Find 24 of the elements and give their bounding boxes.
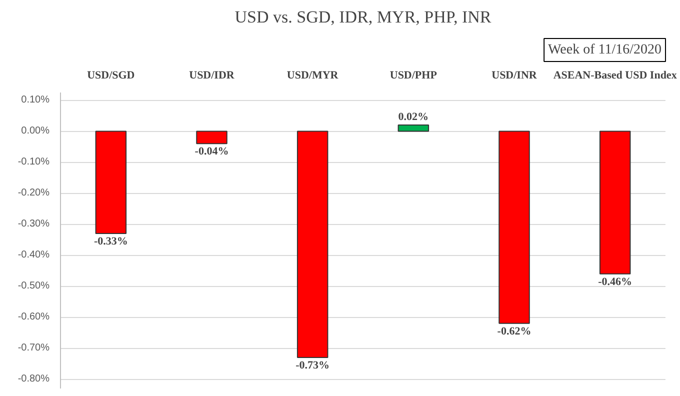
data-label: -0.04% — [194, 146, 229, 158]
x-tick-label: USD/PHP — [390, 70, 438, 82]
y-tick-label: -0.40% — [18, 250, 50, 261]
data-label: 0.02% — [398, 111, 429, 124]
y-tick-label: -0.30% — [18, 218, 50, 230]
x-tick-label: ASEAN-Based USD Index — [553, 70, 678, 82]
x-tick-label: USD/SGD — [87, 70, 135, 82]
chart-title: USD vs. SGD, IDR, MYR, PHP, INR — [234, 8, 492, 26]
y-tick-label: 0.10% — [21, 94, 50, 106]
x-tick-label: USD/IDR — [189, 70, 236, 82]
y-tick-label: 0.00% — [21, 126, 50, 137]
y-tick-label: -0.80% — [18, 374, 50, 385]
chart-subtitle: Week of 11/16/2020 — [548, 42, 662, 58]
y-tick-label: -0.60% — [18, 312, 50, 323]
x-tick-label: USD/INR — [492, 70, 538, 82]
y-tick-label: -0.50% — [18, 280, 50, 292]
data-label: -0.73% — [296, 360, 330, 372]
data-label: -0.33% — [94, 236, 128, 248]
y-tick-label: -0.10% — [18, 156, 50, 168]
y-tick-label: -0.70% — [18, 342, 50, 354]
x-tick-label: USD/MYR — [286, 70, 340, 82]
y-tick-label: -0.20% — [18, 188, 50, 199]
data-label: -0.46% — [598, 276, 632, 288]
data-label: -0.62% — [497, 325, 532, 338]
